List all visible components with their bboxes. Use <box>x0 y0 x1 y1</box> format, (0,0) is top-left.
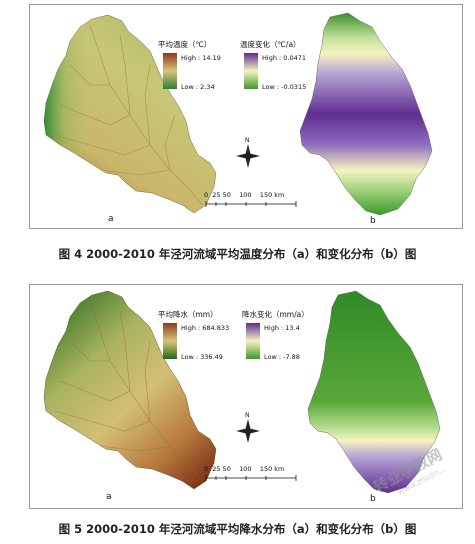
panel-label-b: b <box>370 494 376 504</box>
north-arrow: N <box>236 137 260 168</box>
scale-bar: 0 25 50 100 150 km <box>204 191 297 207</box>
svg-text:0 25 50 100 150 km: 0 25 50 100 150 km <box>204 465 284 473</box>
precipitation-map-a <box>43 290 217 490</box>
north-arrow: N <box>236 412 260 443</box>
figure-4-map: 平均温度（℃） High : 14.19 Low : 2.34 温度变化（℃/a… <box>43 12 433 226</box>
legend-a-colorbar <box>163 323 177 359</box>
svg-text:N: N <box>245 412 250 419</box>
figure-4-caption: 图 4 2000-2010 年泾河流域平均温度分布（a）和变化分布（b）图 <box>58 247 417 261</box>
legend-b-low: Low : -0.0315 <box>262 83 306 91</box>
temperature-map-a <box>43 14 217 214</box>
legend-a-title: 平均降水（mm） <box>158 309 218 319</box>
legend-a-low: Low : 2.34 <box>181 83 215 91</box>
legend-a-high: High : 14.19 <box>181 54 221 62</box>
temperature-change-map-b <box>299 12 433 216</box>
legend-b-high: High : 0.0471 <box>262 54 306 62</box>
legend-b-temperature-change: 温度变化（℃/a） High : 0.0471 Low : -0.0315 <box>240 39 306 91</box>
legend-b-colorbar <box>246 323 260 359</box>
legend-b-colorbar <box>244 53 258 89</box>
legend-b-high: High : 13.4 <box>264 324 300 332</box>
svg-text:0 25 50 100 150 km: 0 25 50 100 150 km <box>204 191 284 199</box>
legend-a-high: High : 684.833 <box>181 324 229 332</box>
figure-5-panel: 平均降水（mm） High : 684.833 Low : 336.49 降水变… <box>29 284 463 509</box>
panel-label-b: b <box>370 216 376 226</box>
legend-b-low: Low : -7.88 <box>264 353 300 361</box>
legend-b-title: 温度变化（℃/a） <box>240 39 301 49</box>
legend-a-temperature: 平均温度（℃） High : 14.19 Low : 2.34 <box>158 39 221 91</box>
legend-a-precipitation: 平均降水（mm） High : 684.833 Low : 336.49 <box>158 309 229 361</box>
svg-text:N: N <box>245 137 250 144</box>
panel-label-a: a <box>108 214 114 224</box>
figure-4-panel: 平均温度（℃） High : 14.19 Low : 2.34 温度变化（℃/a… <box>29 4 463 229</box>
precipitation-change-map-b <box>307 290 441 494</box>
figure-5-caption: 图 5 2000-2010 年泾河流域平均降水分布（a）和变化分布（b）图 <box>58 522 417 536</box>
scale-bar: 0 25 50 100 150 km <box>204 465 297 481</box>
legend-a-title: 平均温度（℃） <box>158 39 211 49</box>
figure-5-map: 平均降水（mm） High : 684.833 Low : 336.49 降水变… <box>43 290 441 504</box>
legend-a-colorbar <box>163 53 177 89</box>
legend-b-precipitation-change: 降水变化（mm/a） High : 13.4 Low : -7.88 <box>242 309 309 361</box>
legend-b-title: 降水变化（mm/a） <box>242 309 309 319</box>
legend-a-low: Low : 336.49 <box>181 353 223 361</box>
panel-label-a: a <box>106 492 112 502</box>
